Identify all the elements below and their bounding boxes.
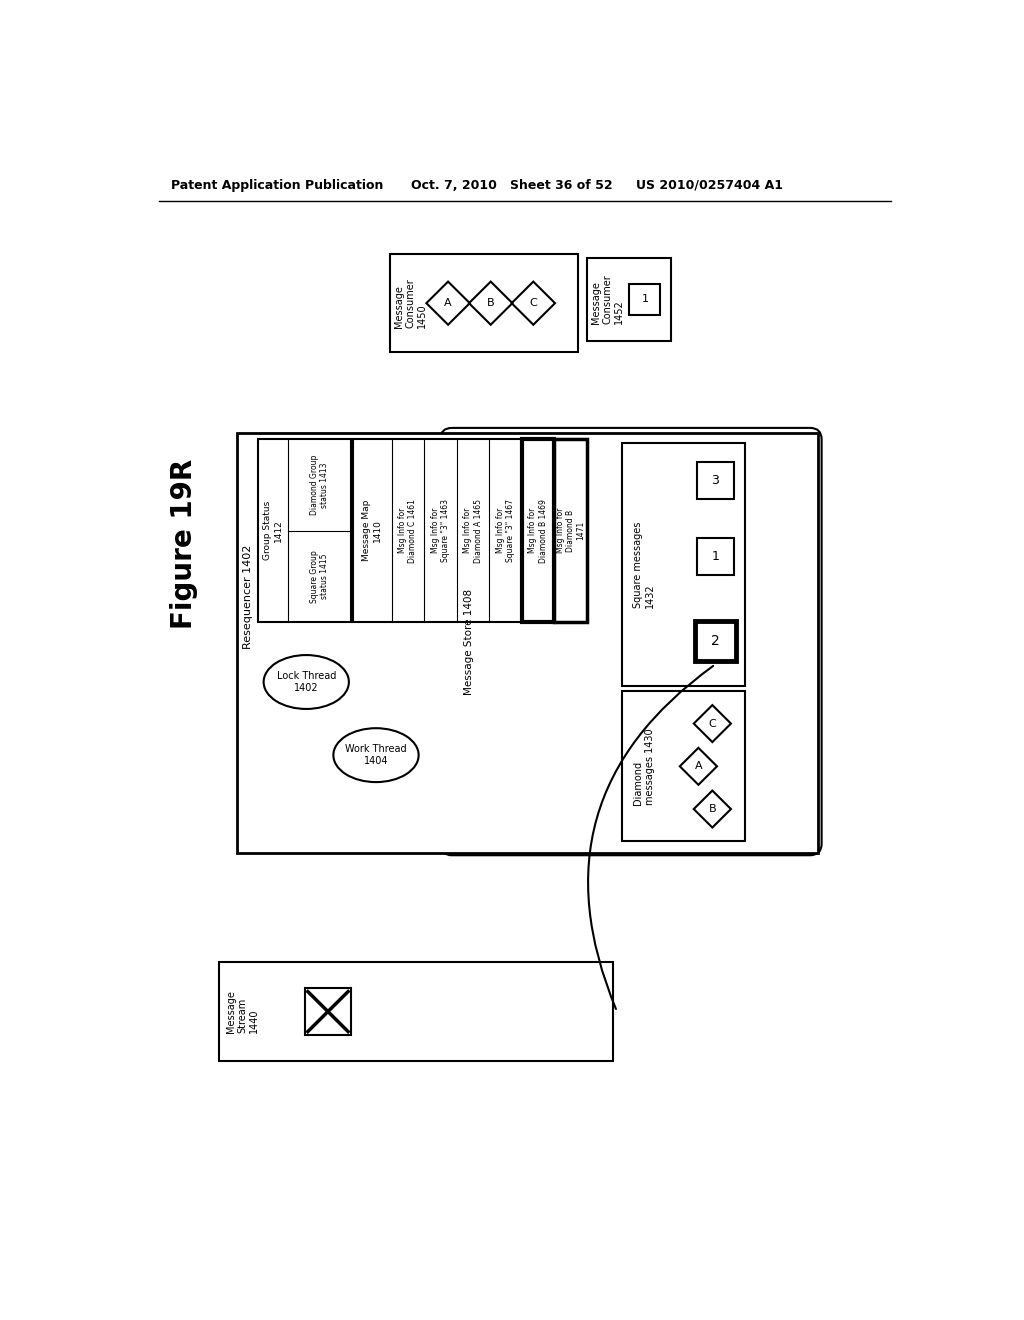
Bar <box>697 539 734 576</box>
Bar <box>630 284 660 314</box>
Text: Msg Info for
Diamond B 1469: Msg Info for Diamond B 1469 <box>528 499 548 562</box>
Text: Msg Info for
Diamond B
1471: Msg Info for Diamond B 1471 <box>556 508 586 553</box>
Text: C: C <box>529 298 538 308</box>
Text: B: B <box>709 804 716 814</box>
Text: Resequencer 1402: Resequencer 1402 <box>243 545 253 649</box>
Text: US 2010/0257404 A1: US 2010/0257404 A1 <box>636 178 782 191</box>
FancyBboxPatch shape <box>440 428 821 855</box>
Text: Message Store 1408: Message Store 1408 <box>464 589 473 694</box>
Text: Oct. 7, 2010   Sheet 36 of 52: Oct. 7, 2010 Sheet 36 of 52 <box>411 178 612 191</box>
Bar <box>587 257 671 341</box>
Bar <box>258 440 351 622</box>
Text: Msg Info for
Diamond A 1465: Msg Info for Diamond A 1465 <box>463 499 482 562</box>
Text: 1: 1 <box>641 294 648 305</box>
Bar <box>390 253 578 352</box>
Bar <box>554 440 587 622</box>
Text: Message
Consumer
1450: Message Consumer 1450 <box>394 279 427 329</box>
Bar <box>352 440 587 622</box>
Bar <box>219 962 613 1061</box>
Bar <box>305 989 351 1035</box>
Text: 1: 1 <box>712 550 720 564</box>
Text: B: B <box>486 298 495 308</box>
Text: Message
Consumer
1452: Message Consumer 1452 <box>591 275 624 325</box>
Text: Msg Info for
Diamond C 1461: Msg Info for Diamond C 1461 <box>398 499 418 562</box>
Bar <box>697 462 734 499</box>
Text: C: C <box>709 718 716 729</box>
Text: Figure 19R: Figure 19R <box>170 458 198 628</box>
FancyArrowPatch shape <box>588 665 713 1008</box>
Text: Diamond
messages 1430: Diamond messages 1430 <box>633 729 655 805</box>
Text: Square Group
status 1415: Square Group status 1415 <box>309 550 329 603</box>
Bar <box>521 440 554 622</box>
Text: A: A <box>444 298 452 308</box>
Text: 2: 2 <box>711 634 720 648</box>
Text: Square messages
1432: Square messages 1432 <box>633 521 655 607</box>
Bar <box>237 433 818 853</box>
Text: Patent Application Publication: Patent Application Publication <box>171 178 383 191</box>
Text: Message Map
1410: Message Map 1410 <box>362 500 382 561</box>
Text: Diamond Group
status 1413: Diamond Group status 1413 <box>309 455 329 515</box>
Text: Message
Stream
1440: Message Stream 1440 <box>225 990 259 1034</box>
Bar <box>623 444 744 686</box>
Bar <box>623 692 744 841</box>
Text: 3: 3 <box>712 474 720 487</box>
Text: Msg Info for
Square "3" 1463: Msg Info for Square "3" 1463 <box>431 499 450 562</box>
Text: A: A <box>694 762 702 771</box>
Text: Lock Thread
1402: Lock Thread 1402 <box>276 671 336 693</box>
Text: Work Thread
1404: Work Thread 1404 <box>345 744 407 766</box>
Text: Group Status
1412: Group Status 1412 <box>263 502 283 560</box>
Text: Msg Info for
Square "3" 1467: Msg Info for Square "3" 1467 <box>496 499 515 562</box>
Bar <box>695 622 735 661</box>
